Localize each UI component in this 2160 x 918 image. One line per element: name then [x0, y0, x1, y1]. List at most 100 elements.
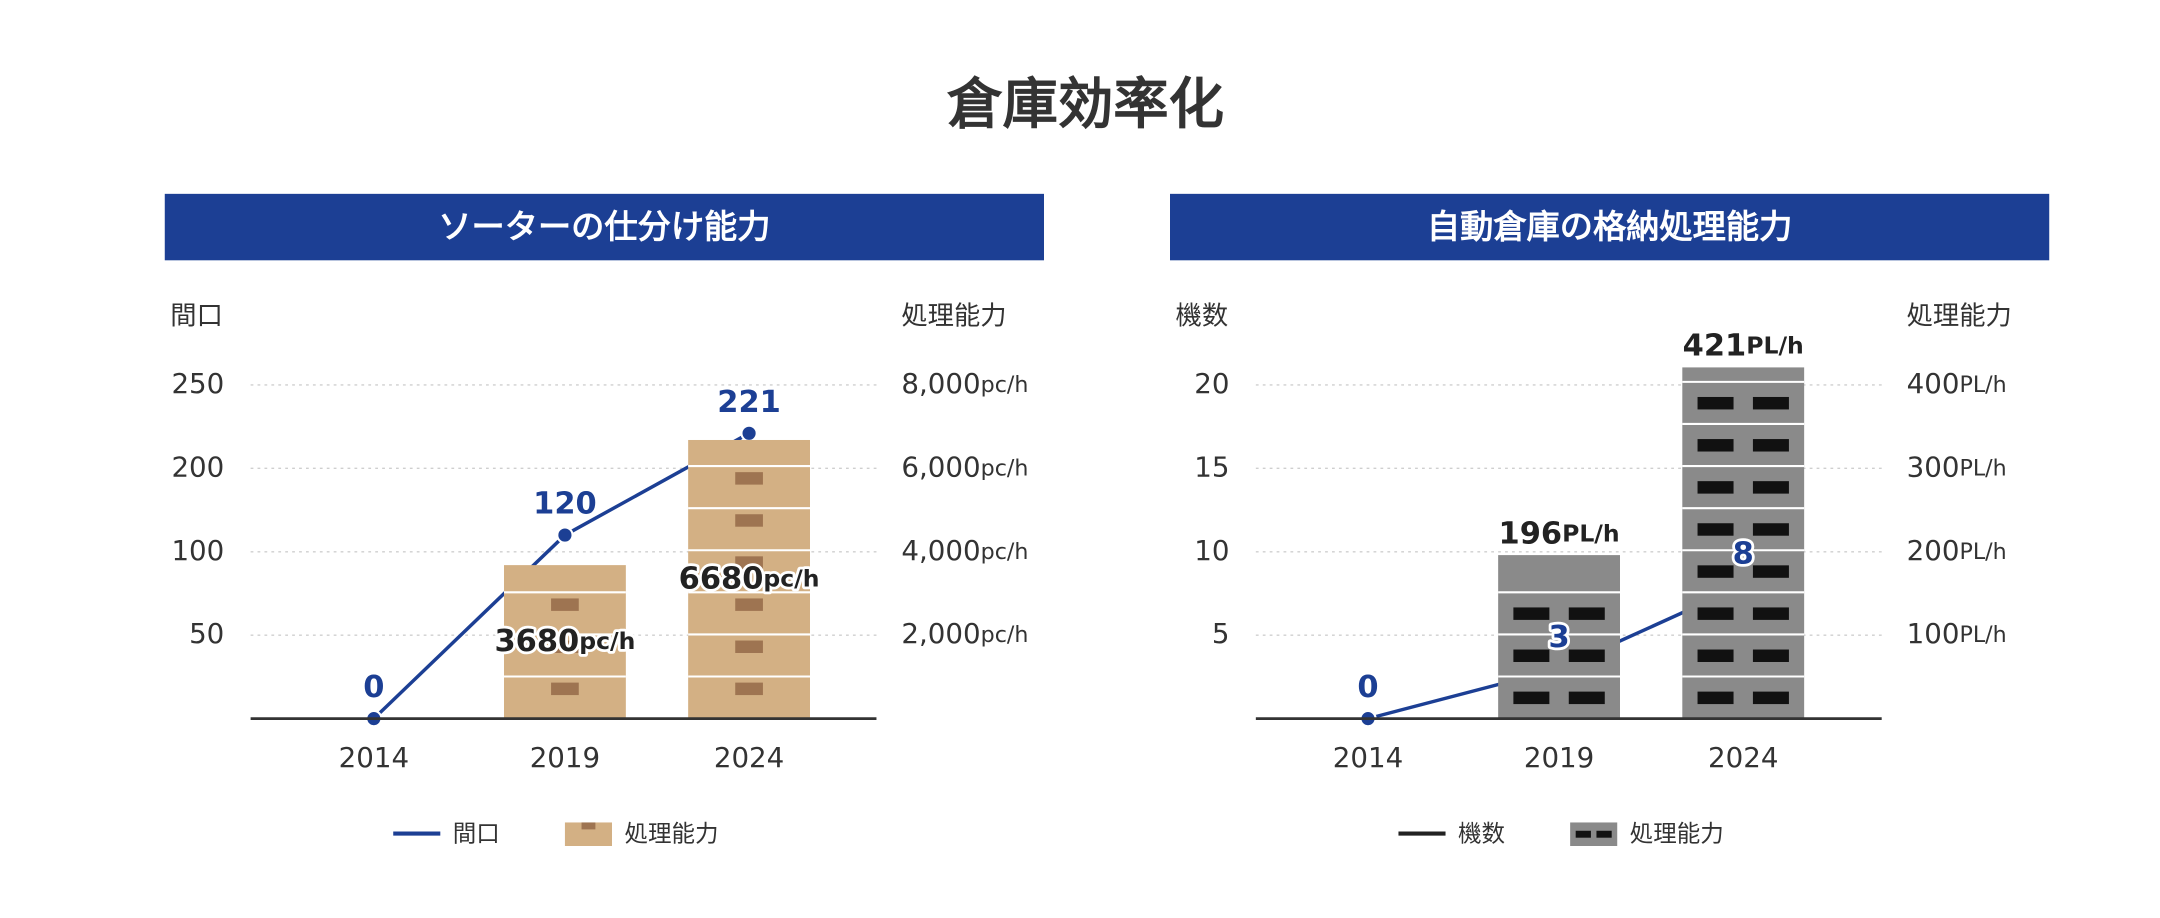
value: 221: [717, 384, 781, 419]
rack-slot: [1752, 439, 1789, 452]
y2-tick-unit: PL/h: [1959, 538, 2006, 564]
legend-slot: [1596, 830, 1612, 838]
value: 120: [533, 486, 597, 521]
y-tick-label: 15: [1194, 450, 1229, 483]
rack-slot: [1697, 481, 1734, 494]
value: 3: [1548, 620, 1569, 655]
y2-tick-label: 100PL/h: [1907, 617, 2007, 650]
rack-slot: [1752, 481, 1789, 494]
rack-slot: [1752, 565, 1789, 578]
line-value-label: 221: [717, 384, 781, 419]
bar-value-label: 3680pc/h: [494, 623, 635, 658]
unit: PL/h: [1562, 519, 1620, 547]
unit: pc/h: [579, 626, 635, 654]
legend-swatch: [564, 822, 612, 846]
y-tick-label: 100: [171, 534, 224, 567]
box-tape: [735, 598, 763, 611]
y2-tick-value: 200: [1907, 534, 1960, 567]
box-tape: [551, 640, 579, 653]
rack-slot: [1752, 607, 1789, 620]
value: 0: [1357, 670, 1378, 705]
line-value-label: 120: [533, 486, 597, 521]
rack-slot: [1752, 649, 1789, 662]
legend-tape: [581, 822, 596, 830]
y2-tick-value: 2,000: [901, 617, 980, 650]
legend-swatch: [1570, 822, 1618, 846]
x-tick-label: 2019: [1524, 741, 1594, 774]
y2-tick-unit: PL/h: [1959, 455, 2006, 481]
legend-label: 機数: [1458, 819, 1505, 847]
y2-tick-unit: PL/h: [1959, 622, 2006, 648]
y2-tick-label: 6,000pc/h: [901, 450, 1028, 483]
rack-slot: [1697, 691, 1734, 705]
y2-tick-label: 200PL/h: [1907, 534, 2007, 567]
y2-tick-label: 300PL/h: [1907, 450, 2007, 483]
box-tape: [735, 472, 763, 485]
value: 3680: [494, 623, 579, 658]
y2-tick-unit: pc/h: [981, 622, 1029, 648]
value: 8: [1733, 536, 1754, 571]
y2-tick-label: 4,000pc/h: [901, 534, 1028, 567]
y2-tick-value: 4,000: [901, 534, 980, 567]
rack-slot: [1697, 607, 1734, 620]
y2-tick-unit: pc/h: [981, 538, 1029, 564]
rack-slot: [1513, 607, 1550, 620]
y2-tick-value: 300: [1907, 450, 1960, 483]
rack-slot: [1697, 523, 1734, 536]
y-tick-label: 5: [1212, 617, 1230, 650]
y-tick-label: 250: [171, 367, 224, 400]
rack-slot: [1513, 649, 1550, 662]
box-tape: [735, 682, 763, 696]
unit: PL/h: [1746, 331, 1804, 359]
bar-value-label: 421PL/h: [1683, 328, 1804, 363]
legend-slot: [1575, 830, 1591, 838]
line-value-label: 8: [1733, 536, 1754, 571]
rack-slot: [1697, 439, 1734, 452]
bar: [688, 439, 810, 719]
y2-tick-value: 8,000: [901, 367, 980, 400]
page-title: 倉庫効率化: [946, 73, 1224, 137]
y-axis-title: 機数: [1176, 302, 1229, 332]
y2-tick-value: 100: [1907, 617, 1960, 650]
box-tape: [735, 514, 763, 527]
line-value-label: 3: [1548, 620, 1569, 655]
legend-label: 処理能力: [624, 819, 718, 847]
rack-slot: [1568, 649, 1605, 662]
x-tick-label: 2014: [339, 741, 409, 774]
y-tick-label: 20: [1194, 367, 1229, 400]
rack-slot: [1513, 691, 1550, 705]
value: 421: [1683, 328, 1747, 363]
bar-value-label: 6680pc/h: [679, 561, 820, 596]
box-tape: [735, 640, 763, 653]
value: 0: [363, 670, 384, 705]
chart-header: [1170, 193, 2050, 261]
value: 6680: [679, 561, 764, 596]
box-tape: [551, 598, 579, 611]
line-point: [556, 526, 574, 544]
rack-slot: [1568, 607, 1605, 620]
value: 196: [1499, 516, 1563, 551]
rack-slot: [1568, 691, 1605, 705]
x-tick-label: 2019: [530, 741, 600, 774]
y2-tick-unit: PL/h: [1959, 371, 2006, 397]
bar: [1498, 555, 1620, 719]
y-axis-title: 間口: [170, 302, 223, 332]
box-tape: [735, 556, 763, 569]
x-tick-label: 2024: [1708, 741, 1778, 774]
y-tick-label: 200: [171, 450, 224, 483]
y2-tick-label: 8,000pc/h: [901, 367, 1028, 400]
rack-slot: [1697, 396, 1734, 410]
box-tape: [551, 682, 579, 696]
x-tick-label: 2024: [714, 741, 784, 774]
chart-header: [164, 193, 1044, 261]
line-point: [740, 424, 758, 442]
y2-tick-unit: pc/h: [981, 371, 1029, 397]
y2-axis-title: 処理能力: [1907, 302, 2012, 332]
rack-slot: [1752, 691, 1789, 705]
line-value-label: 0: [363, 670, 384, 705]
unit: pc/h: [763, 564, 819, 592]
legend-label: 処理能力: [1630, 819, 1724, 847]
